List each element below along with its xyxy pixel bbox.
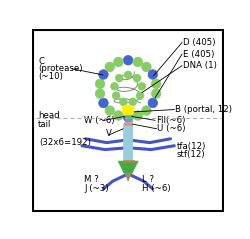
- Circle shape: [105, 62, 115, 72]
- Circle shape: [129, 98, 137, 106]
- Text: M ?: M ?: [84, 175, 99, 184]
- Text: stf(12): stf(12): [177, 150, 205, 159]
- Text: tail: tail: [38, 120, 52, 129]
- Circle shape: [142, 62, 151, 72]
- FancyBboxPatch shape: [124, 150, 133, 153]
- Ellipse shape: [122, 108, 134, 113]
- FancyBboxPatch shape: [124, 140, 133, 144]
- Circle shape: [138, 82, 145, 90]
- Text: FII(~6): FII(~6): [156, 116, 185, 125]
- Text: head: head: [38, 111, 60, 120]
- Text: B (portal, 12): B (portal, 12): [175, 105, 232, 114]
- Circle shape: [142, 106, 151, 115]
- Text: E (405): E (405): [183, 49, 214, 59]
- Text: DNA (1): DNA (1): [183, 61, 217, 70]
- Circle shape: [115, 74, 123, 82]
- Bar: [125, 115, 132, 118]
- Text: C: C: [38, 56, 44, 65]
- Circle shape: [99, 98, 108, 108]
- Text: J (~3): J (~3): [84, 184, 109, 193]
- Text: (32x6=192): (32x6=192): [40, 138, 92, 147]
- Text: U (~6): U (~6): [158, 124, 186, 133]
- Polygon shape: [125, 174, 131, 181]
- Polygon shape: [118, 161, 138, 174]
- Circle shape: [133, 111, 143, 120]
- Circle shape: [114, 57, 123, 67]
- Text: L ?: L ?: [142, 175, 154, 184]
- Bar: [125, 118, 132, 121]
- Circle shape: [123, 113, 133, 122]
- Bar: [123, 160, 134, 162]
- FancyBboxPatch shape: [124, 143, 133, 147]
- Text: W (~6): W (~6): [84, 116, 115, 125]
- Text: D (405): D (405): [183, 38, 215, 47]
- Circle shape: [120, 98, 127, 106]
- FancyBboxPatch shape: [124, 127, 133, 131]
- Bar: [124, 122, 132, 125]
- Ellipse shape: [123, 111, 133, 116]
- Ellipse shape: [122, 105, 134, 111]
- Circle shape: [111, 82, 118, 90]
- Circle shape: [152, 79, 161, 89]
- FancyBboxPatch shape: [124, 130, 133, 134]
- Text: tfa(12): tfa(12): [177, 142, 206, 151]
- Circle shape: [114, 111, 123, 120]
- Circle shape: [105, 106, 115, 115]
- Circle shape: [148, 98, 158, 108]
- Circle shape: [112, 92, 120, 99]
- Text: H (~6): H (~6): [142, 184, 171, 193]
- FancyBboxPatch shape: [124, 156, 133, 160]
- Text: V: V: [106, 129, 112, 138]
- Circle shape: [152, 89, 161, 98]
- Circle shape: [95, 89, 105, 98]
- FancyBboxPatch shape: [124, 133, 133, 137]
- Circle shape: [123, 55, 133, 65]
- Circle shape: [99, 70, 108, 79]
- Circle shape: [133, 57, 143, 67]
- FancyBboxPatch shape: [124, 137, 133, 141]
- Circle shape: [133, 74, 141, 82]
- FancyBboxPatch shape: [124, 124, 133, 128]
- Circle shape: [136, 92, 144, 99]
- Circle shape: [124, 71, 132, 79]
- Text: (~10): (~10): [38, 72, 63, 81]
- FancyBboxPatch shape: [124, 146, 133, 150]
- FancyBboxPatch shape: [124, 153, 133, 157]
- Circle shape: [148, 70, 158, 79]
- Text: (protease): (protease): [38, 64, 82, 73]
- Circle shape: [95, 79, 105, 89]
